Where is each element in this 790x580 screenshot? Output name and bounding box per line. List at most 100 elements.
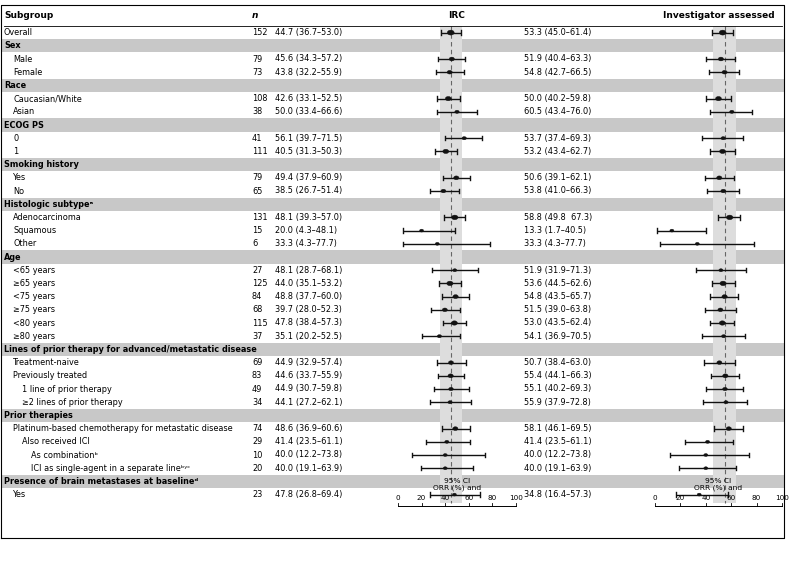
- Text: 20: 20: [417, 495, 427, 501]
- Text: ORR (%) and: ORR (%) and: [694, 485, 743, 491]
- Text: <80 years: <80 years: [13, 318, 55, 328]
- Text: Female: Female: [13, 68, 42, 77]
- Text: 56.1 (39.7–71.5): 56.1 (39.7–71.5): [275, 134, 342, 143]
- Text: 60.5 (43.4–76.0): 60.5 (43.4–76.0): [524, 107, 592, 117]
- Text: 43.8 (32.2–55.9): 43.8 (32.2–55.9): [275, 68, 342, 77]
- Text: 60: 60: [727, 495, 735, 501]
- Text: 49.4 (37.9–60.9): 49.4 (37.9–60.9): [275, 173, 342, 182]
- Text: 20.0 (4.3–48.1): 20.0 (4.3–48.1): [275, 226, 337, 235]
- Ellipse shape: [450, 57, 454, 61]
- Text: ≥65 years: ≥65 years: [13, 279, 55, 288]
- Ellipse shape: [449, 361, 453, 364]
- Ellipse shape: [455, 110, 459, 113]
- Text: 44.0 (35.1–53.2): 44.0 (35.1–53.2): [275, 279, 342, 288]
- Text: 33.3 (4.3–77.7): 33.3 (4.3–77.7): [524, 240, 586, 248]
- Text: 125: 125: [252, 279, 268, 288]
- Text: Squamous: Squamous: [13, 226, 56, 235]
- Ellipse shape: [719, 321, 725, 325]
- Ellipse shape: [722, 70, 727, 74]
- Ellipse shape: [721, 137, 725, 140]
- Text: 33.3 (4.3–77.7): 33.3 (4.3–77.7): [275, 240, 337, 248]
- Ellipse shape: [447, 70, 452, 74]
- Text: 0: 0: [396, 495, 401, 501]
- Text: 0: 0: [653, 495, 657, 501]
- Text: 50.0 (40.2–59.8): 50.0 (40.2–59.8): [524, 94, 591, 103]
- Text: 84: 84: [252, 292, 262, 301]
- Text: 50.7 (38.4–63.0): 50.7 (38.4–63.0): [524, 358, 591, 367]
- Ellipse shape: [447, 30, 454, 35]
- Ellipse shape: [462, 137, 466, 140]
- Text: 58.8 (49.8  67.3): 58.8 (49.8 67.3): [524, 213, 592, 222]
- Bar: [2, 39, 784, 52]
- Text: As combinationᵇ: As combinationᵇ: [31, 451, 98, 459]
- Text: Lines of prior therapy for advanced/metastatic disease: Lines of prior therapy for advanced/meta…: [4, 345, 257, 354]
- Text: 55.1 (40.2–69.3): 55.1 (40.2–69.3): [524, 385, 591, 393]
- Text: 50.6 (39.1–62.1): 50.6 (39.1–62.1): [524, 173, 592, 182]
- Text: 40.0 (19.1–63.9): 40.0 (19.1–63.9): [524, 463, 592, 473]
- Ellipse shape: [718, 57, 724, 61]
- Text: 29: 29: [252, 437, 262, 446]
- Text: Previously treated: Previously treated: [13, 371, 87, 380]
- Bar: [2, 118, 784, 132]
- Text: Sex: Sex: [4, 41, 21, 50]
- Ellipse shape: [704, 454, 708, 456]
- Ellipse shape: [441, 189, 446, 193]
- Bar: [2, 198, 784, 211]
- Ellipse shape: [721, 335, 726, 338]
- Text: n: n: [252, 12, 258, 20]
- Text: <75 years: <75 years: [13, 292, 55, 301]
- Text: 13.3 (1.7–40.5): 13.3 (1.7–40.5): [524, 226, 586, 235]
- Text: 55.4 (44.1–66.3): 55.4 (44.1–66.3): [524, 371, 592, 380]
- Text: 41.4 (23.5–61.1): 41.4 (23.5–61.1): [275, 437, 343, 446]
- Text: 44.1 (27.2–62.1): 44.1 (27.2–62.1): [275, 398, 343, 407]
- Ellipse shape: [452, 215, 458, 220]
- Bar: [2, 475, 784, 488]
- Text: 80: 80: [752, 495, 762, 501]
- Text: 38.5 (26.7–51.4): 38.5 (26.7–51.4): [275, 187, 342, 195]
- Text: 35.1 (20.2–52.5): 35.1 (20.2–52.5): [275, 332, 342, 340]
- Bar: [713, 26, 736, 503]
- Text: 44.9 (32.9–57.4): 44.9 (32.9–57.4): [275, 358, 342, 367]
- Ellipse shape: [453, 295, 458, 299]
- Text: 51.9 (31.9–71.3): 51.9 (31.9–71.3): [524, 266, 591, 275]
- Text: IRC: IRC: [449, 12, 465, 20]
- Text: 40.0 (12.2–73.8): 40.0 (12.2–73.8): [275, 451, 342, 459]
- Text: 83: 83: [252, 371, 262, 380]
- Text: Asian: Asian: [13, 107, 36, 117]
- Ellipse shape: [453, 269, 457, 271]
- Ellipse shape: [726, 427, 732, 430]
- Ellipse shape: [720, 149, 725, 154]
- Bar: [2, 251, 784, 263]
- Ellipse shape: [443, 467, 447, 470]
- Text: 1: 1: [13, 147, 18, 156]
- Ellipse shape: [445, 440, 449, 443]
- Text: 44.9 (30.7–59.8): 44.9 (30.7–59.8): [275, 385, 342, 393]
- Text: 45.6 (34.3–57.2): 45.6 (34.3–57.2): [275, 55, 342, 63]
- Text: Yes: Yes: [13, 173, 26, 182]
- Text: 34.8 (16.4–57.3): 34.8 (16.4–57.3): [524, 490, 592, 499]
- Text: Platinum-based chemotherapy for metastatic disease: Platinum-based chemotherapy for metastat…: [13, 424, 232, 433]
- Text: Smoking history: Smoking history: [4, 160, 79, 169]
- Ellipse shape: [698, 493, 702, 496]
- Ellipse shape: [718, 308, 723, 311]
- Bar: [2, 343, 784, 356]
- Text: 54.1 (36.9–70.5): 54.1 (36.9–70.5): [524, 332, 591, 340]
- Text: 53.8 (41.0–66.3): 53.8 (41.0–66.3): [524, 187, 592, 195]
- Text: Age: Age: [4, 252, 21, 262]
- Ellipse shape: [722, 295, 728, 299]
- Text: 53.3 (45.0–61.4): 53.3 (45.0–61.4): [524, 28, 592, 37]
- Text: Overall: Overall: [4, 28, 33, 37]
- Text: 55.9 (37.9–72.8): 55.9 (37.9–72.8): [524, 398, 591, 407]
- Text: 60: 60: [465, 495, 473, 501]
- Ellipse shape: [443, 149, 449, 154]
- Ellipse shape: [716, 96, 721, 101]
- Text: 100: 100: [509, 495, 523, 501]
- Text: <65 years: <65 years: [13, 266, 55, 275]
- Text: ≥75 years: ≥75 years: [13, 305, 55, 314]
- Ellipse shape: [448, 401, 452, 404]
- Text: 10: 10: [252, 451, 262, 459]
- Ellipse shape: [670, 229, 674, 232]
- Ellipse shape: [705, 440, 709, 443]
- Text: Subgroup: Subgroup: [4, 12, 53, 20]
- Ellipse shape: [437, 335, 442, 338]
